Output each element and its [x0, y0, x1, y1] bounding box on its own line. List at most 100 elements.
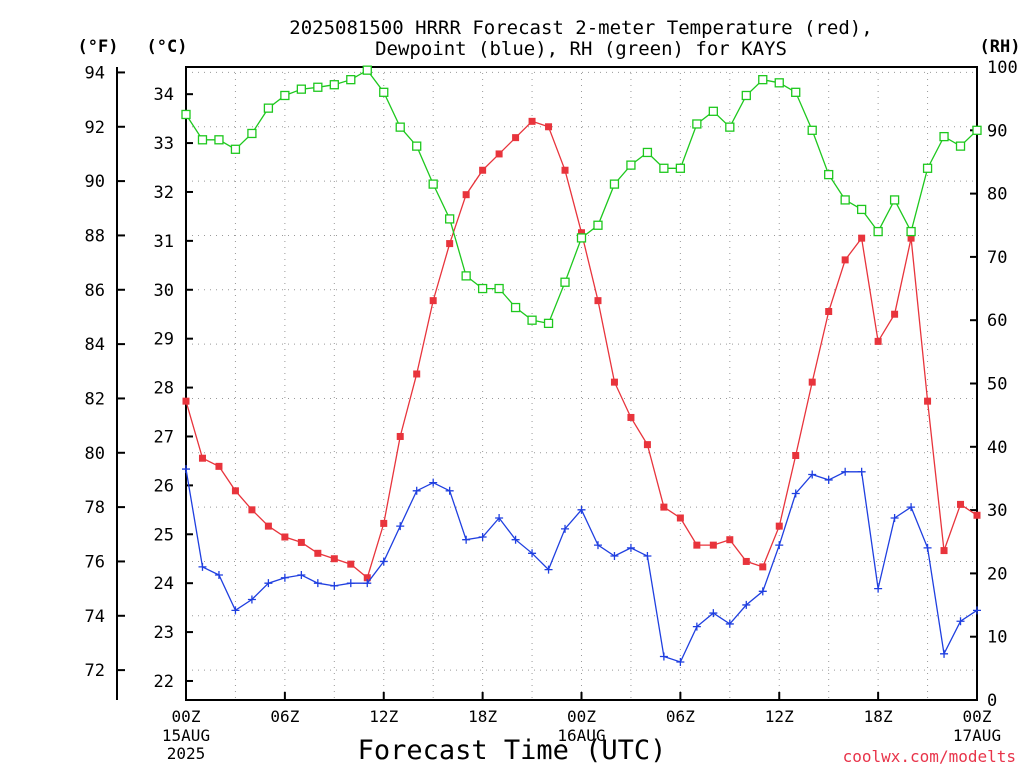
dewpoint-point — [182, 465, 190, 474]
dewpoint-point — [659, 652, 668, 661]
chart-title-line-1: 2025081500 HRRR Forecast 2-meter Tempera… — [289, 17, 872, 39]
temperature-point — [709, 541, 717, 549]
celsius-tick-label: 24 — [154, 574, 174, 594]
dewpoint-point — [610, 552, 619, 561]
dewpoint-point — [412, 486, 421, 495]
fahrenheit-tick-label: 94 — [85, 63, 105, 83]
axes: 72 74 76 78 80 82 84 86 88 90 92 94 22 23 24 25 26 27 28 29… — [85, 58, 1018, 763]
dewpoint-point — [577, 505, 586, 514]
rh-point — [955, 141, 966, 151]
rh-point — [708, 106, 718, 116]
dewpoint-point — [511, 535, 520, 544]
celsius-tick-label: 29 — [154, 330, 174, 350]
celsius-tick-label: 34 — [154, 85, 174, 105]
temperature-point — [215, 462, 223, 470]
rh-point — [774, 78, 784, 88]
dewpoint-point — [297, 571, 306, 580]
temperature-point — [759, 563, 767, 571]
rh-point — [329, 80, 339, 90]
rh-point — [758, 75, 768, 85]
x-tick-label: 06Z — [270, 707, 299, 726]
fahrenheit-tick-label: 90 — [85, 172, 105, 192]
celsius-tick-label: 22 — [154, 672, 174, 692]
dewpoint-point — [626, 543, 635, 552]
rh-point — [659, 163, 669, 173]
temperature-point — [726, 536, 734, 544]
rh-point — [824, 169, 834, 180]
rh-series-line — [185, 69, 978, 325]
rh-point — [543, 318, 554, 329]
rh-point — [494, 283, 504, 294]
fahrenheit-tick-label: 80 — [85, 444, 105, 464]
rh-point — [725, 122, 735, 132]
rh-point — [906, 226, 916, 237]
dewpoint-point — [973, 606, 981, 615]
rh-point — [576, 233, 587, 243]
temperature-point — [512, 134, 520, 142]
grid-lines — [186, 67, 977, 700]
dewpoint-point — [808, 470, 817, 479]
fahrenheit-tick-label: 84 — [85, 335, 105, 355]
celsius-tick-label: 30 — [154, 281, 174, 301]
temperature-point — [347, 560, 355, 568]
rh-point — [675, 163, 686, 173]
celsius-tick-label: 32 — [154, 183, 174, 203]
dewpoint-point — [495, 513, 504, 522]
temperature-point — [775, 522, 783, 530]
celsius-tick-label: 26 — [154, 476, 174, 496]
temperature-point — [973, 511, 981, 519]
x-tick-year-label: 2025 — [167, 744, 206, 763]
x-tick-date-label: 16AUG — [557, 726, 605, 745]
temperature-point — [676, 514, 684, 522]
dewpoint-point — [214, 571, 223, 580]
rh-point — [197, 135, 208, 145]
data-series — [181, 65, 982, 666]
fahrenheit-tick-label: 72 — [85, 661, 105, 681]
dewpoint-point — [709, 609, 718, 618]
fahrenheit-tick-label: 92 — [85, 118, 105, 138]
dewpoint-point — [874, 584, 883, 593]
celsius-tick-label: 23 — [154, 623, 174, 643]
temperature-point — [446, 240, 454, 248]
rh-tick-label: 30 — [987, 501, 1007, 521]
rh-point — [840, 195, 850, 205]
dewpoint-point — [791, 489, 800, 498]
celsius-unit-label: (°C) — [147, 37, 188, 57]
rh-point — [609, 179, 620, 189]
dewpoint-point — [330, 581, 339, 590]
x-axis-label: Forecast Time (UTC) — [358, 735, 667, 766]
rh-point — [313, 82, 323, 92]
dewpoint-point — [313, 579, 322, 588]
temperature-point — [792, 451, 800, 459]
dewpoint-point — [396, 522, 405, 531]
celsius-tick-label: 28 — [154, 379, 174, 399]
chart-title-line-2: Dewpoint (blue), RH (green) for KAYS — [375, 38, 787, 60]
dewpoint-point — [247, 595, 256, 604]
temperature-point — [281, 533, 289, 541]
dewpoint-point — [379, 557, 388, 566]
rh-tick-label: 90 — [987, 121, 1007, 141]
temperature-point — [396, 432, 404, 440]
temperature-point — [561, 166, 569, 174]
dewpoint-point — [824, 475, 833, 484]
temperature-point — [660, 503, 668, 511]
dewpoint-point — [462, 535, 471, 544]
temperature-point — [297, 538, 305, 546]
x-tick-label: 18Z — [864, 707, 893, 726]
x-tick-label: 18Z — [468, 707, 497, 726]
dewpoint-point — [857, 467, 866, 476]
dewpoint-point — [841, 467, 850, 476]
dewpoint-point — [363, 579, 372, 588]
rh-point — [214, 135, 224, 145]
plot-frame — [185, 66, 978, 701]
x-tick-label: 12Z — [369, 707, 398, 726]
rh-point — [972, 125, 982, 135]
fahrenheit-tick-label: 78 — [85, 498, 105, 518]
temperature-point — [363, 574, 371, 582]
dewpoint-point — [742, 600, 751, 609]
temperature-point — [825, 308, 833, 316]
x-tick-date-label: 15AUG — [162, 726, 210, 745]
temperature-point — [643, 441, 651, 449]
rh-point — [428, 179, 438, 189]
